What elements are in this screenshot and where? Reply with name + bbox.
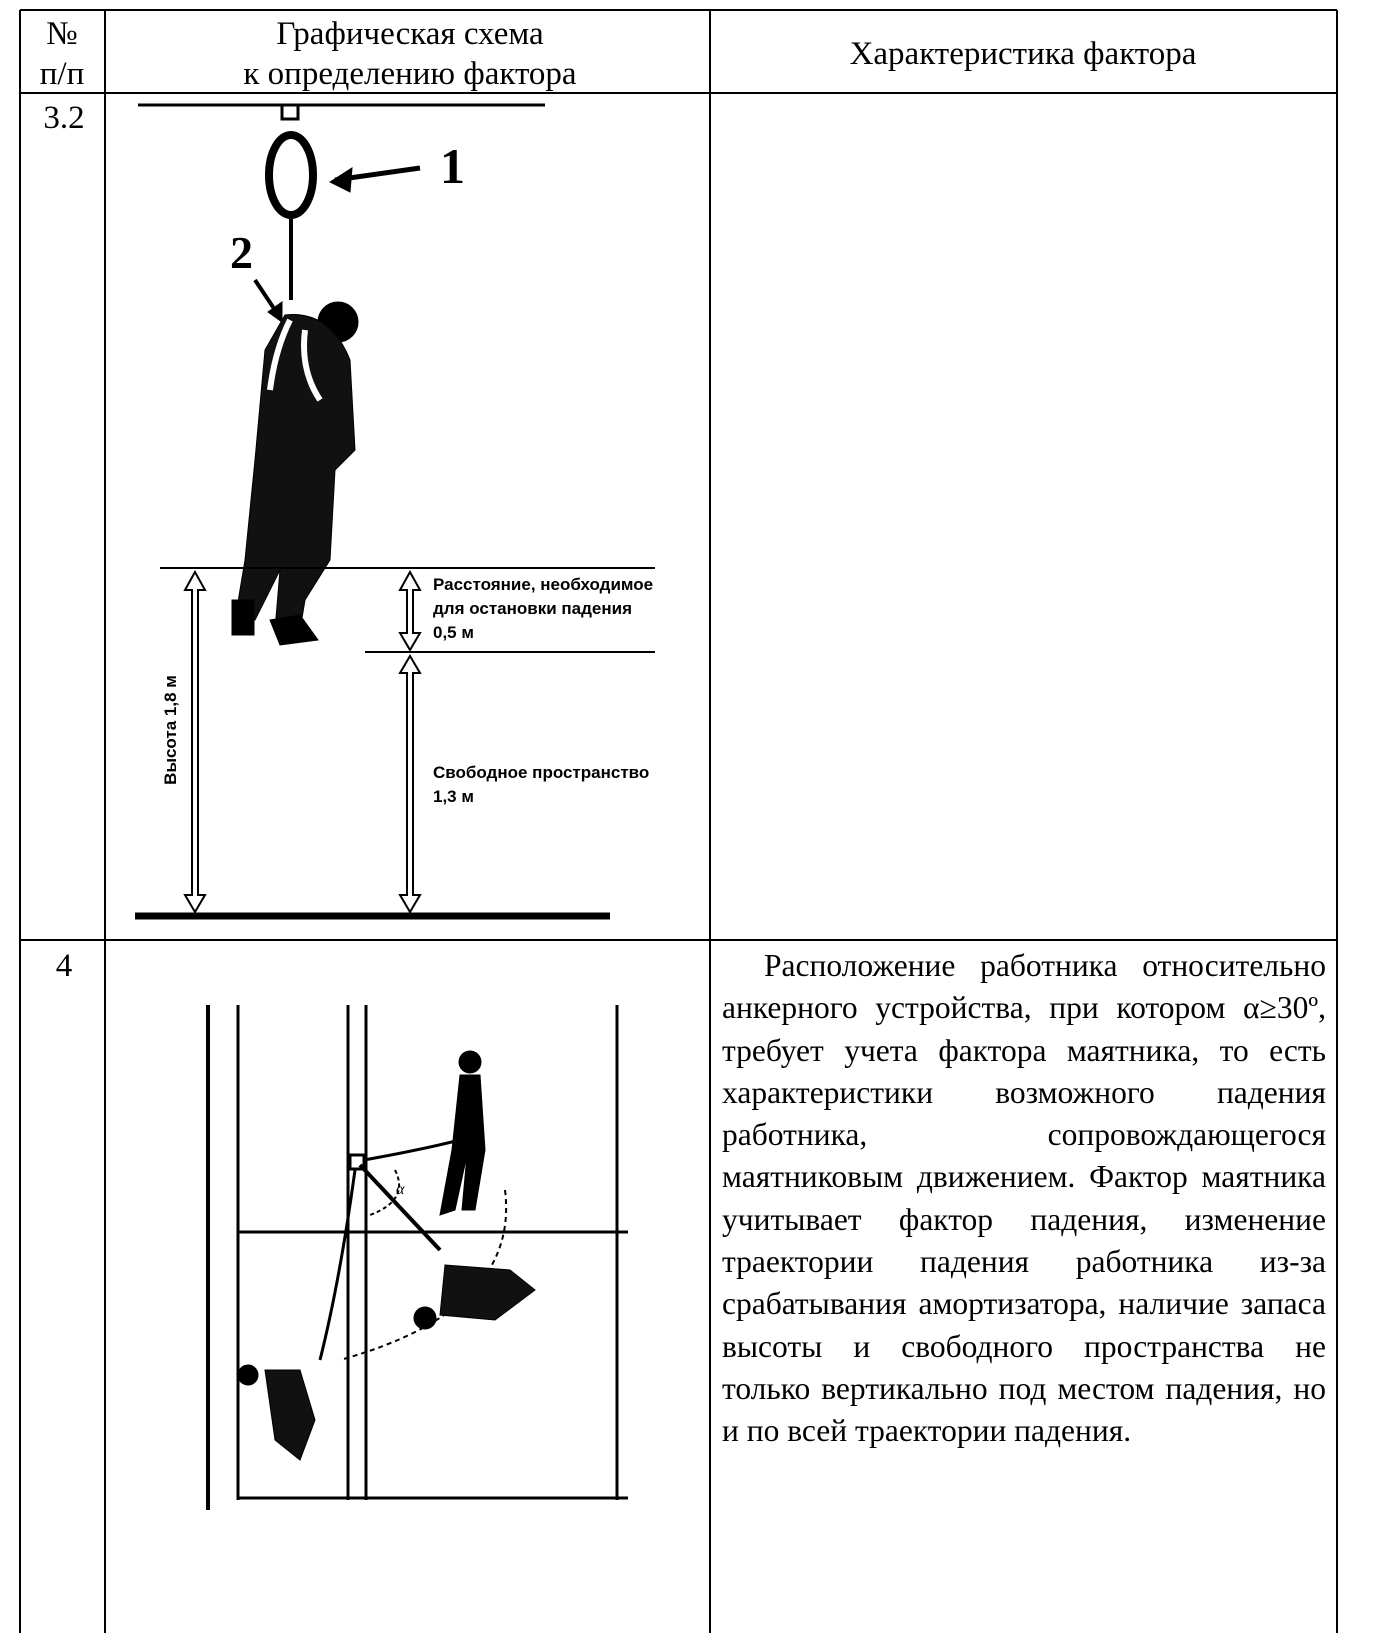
row-number: 3.2 (43, 100, 84, 136)
header-description: Характеристика фактора (850, 36, 1197, 72)
figure-label: Высота 1,8 м (161, 675, 180, 785)
figure-label: для остановки падения (433, 599, 632, 618)
figure-label: 1,3 м (433, 787, 474, 806)
figure-pendulum: α (206, 1005, 628, 1510)
figure-label: Свободное пространство (433, 763, 649, 782)
header-figure: Графическая схема (276, 16, 544, 52)
figure-label: 0,5 м (433, 623, 474, 642)
header-number: № (46, 16, 78, 52)
callout: 1 (440, 138, 465, 194)
header-number: п/п (40, 56, 85, 92)
callout: 2 (230, 227, 253, 278)
factor-description: Расположение работника относительно анке… (722, 948, 1326, 1449)
angle-label: α (396, 1181, 405, 1198)
header-figure: к определению фактора (243, 56, 577, 92)
figure-label: Расстояние, необходимое (433, 575, 653, 594)
row-number: 4 (56, 948, 73, 984)
figure-fall-arrest: 1 2 Расстояние, необходимое для остановк… (135, 103, 655, 920)
table-grid (19, 9, 1338, 1633)
